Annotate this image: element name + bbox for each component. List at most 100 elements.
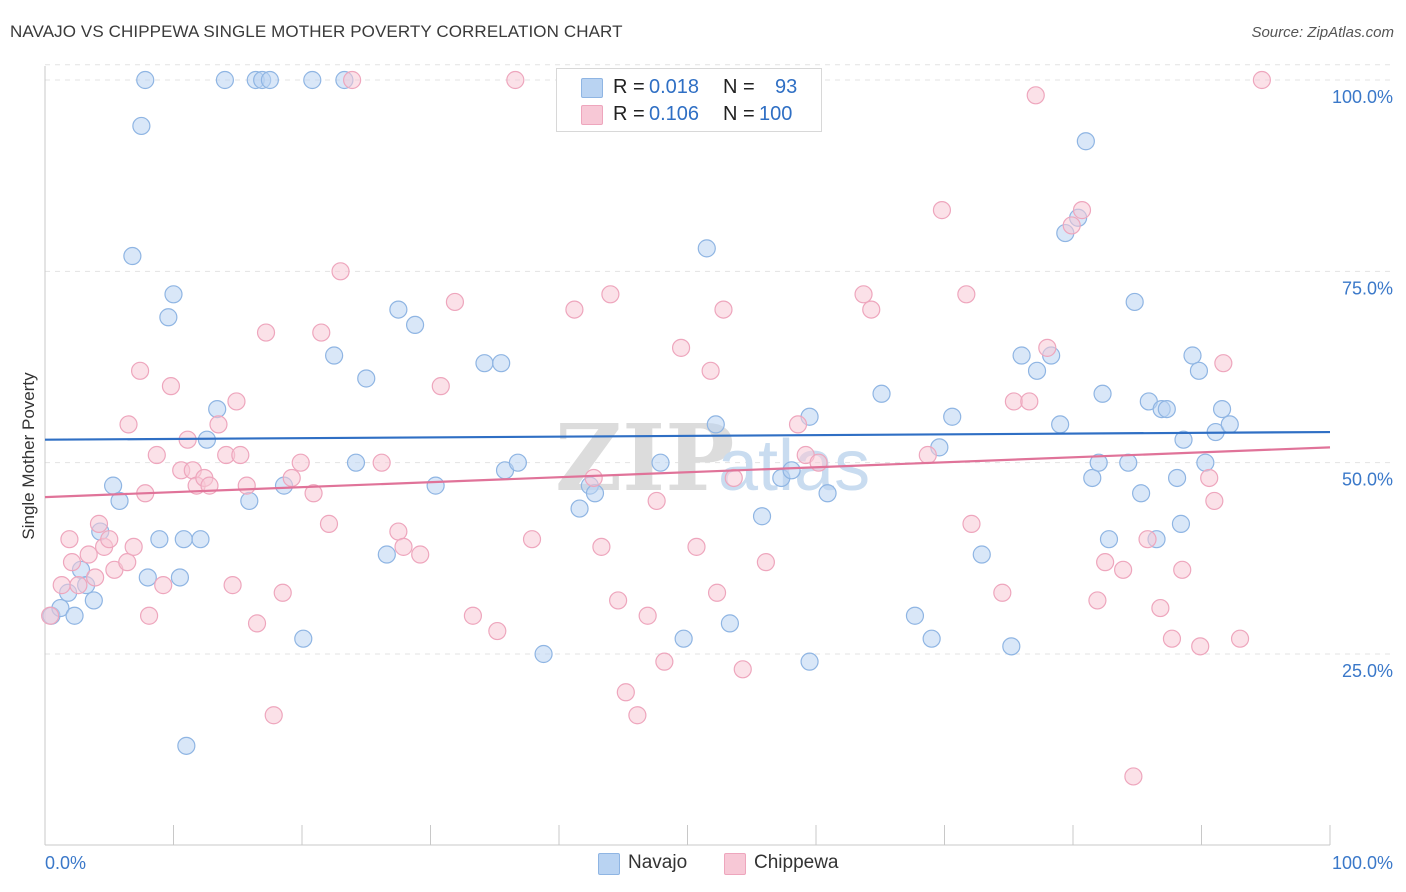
chippewa-point [118, 553, 137, 572]
chippewa-point [1252, 70, 1271, 90]
navajo-point [1174, 430, 1193, 449]
y-tick-label: 25.0% [1342, 661, 1393, 681]
navajo-point [508, 453, 527, 472]
chippewa-point [584, 468, 603, 488]
chippewa-point [565, 300, 584, 319]
chippewa-point [809, 453, 828, 472]
navajo-point [177, 736, 196, 755]
chippewa-point [655, 652, 674, 671]
chippewa-point [411, 545, 430, 564]
r-value: 0.018 [649, 76, 700, 98]
chippewa-point [1114, 560, 1133, 579]
navajo-point [159, 308, 178, 327]
chippewa-point [147, 445, 166, 465]
navajo-point [294, 629, 313, 648]
navajo-point [136, 70, 155, 90]
chippewa-point [1020, 392, 1039, 411]
navajo-point [492, 354, 511, 373]
chippewa-point [60, 530, 79, 549]
navajo-point [1157, 399, 1176, 419]
navajo-point [1093, 384, 1112, 403]
chippewa-point [445, 292, 465, 312]
watermark: ZIPatlas [555, 404, 870, 512]
n-value: 93 [775, 76, 798, 98]
navajo-point [782, 461, 801, 480]
chippewa-point [1151, 598, 1170, 618]
chippewa-trend-line [44, 446, 1331, 499]
chippewa-point [671, 338, 691, 357]
chippewa-point [100, 530, 119, 549]
chippewa-point [124, 537, 143, 556]
x-tick-label-min: 0.0% [45, 853, 86, 873]
y-tick-label: 100.0% [1332, 87, 1393, 107]
navajo-point [1132, 484, 1151, 503]
navajo-point [150, 530, 169, 549]
chippewa-point [707, 583, 727, 602]
navajo-point [570, 499, 589, 518]
chippewa-point [788, 415, 808, 434]
chippewa-point [41, 606, 60, 625]
n-value: 100 [759, 103, 793, 125]
chippewa-point [1062, 216, 1081, 235]
chippewa-point [592, 537, 611, 556]
navajo-point [1002, 637, 1021, 656]
chippewa-point [1214, 354, 1233, 373]
navajo-point [1220, 415, 1239, 434]
chippewa-swatch [724, 853, 746, 875]
chippewa-swatch [581, 105, 603, 125]
navajo-point [720, 614, 740, 633]
chippewa-point [237, 476, 256, 495]
correlation-legend: R = 0.018 N = 93 R = 0.106 N = 100 [556, 68, 822, 132]
navajo-point [922, 629, 941, 648]
y-tick-label: 75.0% [1342, 278, 1393, 298]
chippewa-point [372, 453, 391, 472]
chippewa-point [609, 591, 628, 610]
navajo-point [1099, 530, 1119, 549]
navajo-point [972, 545, 991, 564]
navajo-point [215, 70, 234, 90]
y-tick-label: 50.0% [1342, 470, 1393, 490]
navajo-point [164, 285, 183, 304]
navajo-point [65, 606, 84, 625]
chippewa-point [389, 522, 408, 541]
chippewa-point [231, 445, 250, 465]
tick-labels: 25.0% 50.0% 75.0% 100.0% 0.0% 100.0% Single Mo… [19, 87, 1393, 873]
navajo-point [357, 369, 376, 388]
navajo-point [104, 476, 123, 495]
navajo-swatch [581, 78, 603, 98]
navajo-point [905, 606, 925, 625]
n-label: N = [723, 103, 755, 125]
chippewa-point [319, 514, 339, 533]
chippewa-point [394, 537, 413, 556]
chippewa-point [488, 621, 507, 641]
navajo-point [1119, 453, 1138, 472]
navajo-points [42, 70, 1239, 755]
chippewa-point [1205, 491, 1224, 511]
chippewa-point [724, 468, 743, 488]
chippewa-point [628, 706, 647, 725]
r-label: R = [613, 76, 645, 98]
watermark-zip: ZIP [555, 404, 734, 512]
navajo-point [697, 239, 716, 258]
navajo-point [208, 399, 227, 419]
navajo-point [260, 70, 279, 90]
chippewa-point [1124, 767, 1143, 786]
chippewa-point [918, 445, 937, 465]
chippewa-point [463, 606, 483, 625]
navajo-point [1167, 468, 1187, 488]
chippewa-point [638, 606, 657, 625]
x-tick-label-max: 100.0% [1332, 853, 1393, 873]
chippewa-point [647, 491, 666, 511]
navajo-point [405, 315, 425, 335]
chippewa-point [1162, 629, 1182, 648]
chippewa-point [1038, 338, 1057, 357]
chippewa-point [701, 361, 720, 380]
y-axis-label: Single Mother Poverty [19, 372, 38, 540]
navajo-point [1125, 292, 1144, 312]
r-label: R = [613, 103, 645, 125]
chippewa-legend-label: Chippewa [754, 852, 839, 873]
chippewa-point [431, 377, 450, 396]
navajo-point [1051, 415, 1070, 434]
chippewa-point [714, 300, 733, 319]
